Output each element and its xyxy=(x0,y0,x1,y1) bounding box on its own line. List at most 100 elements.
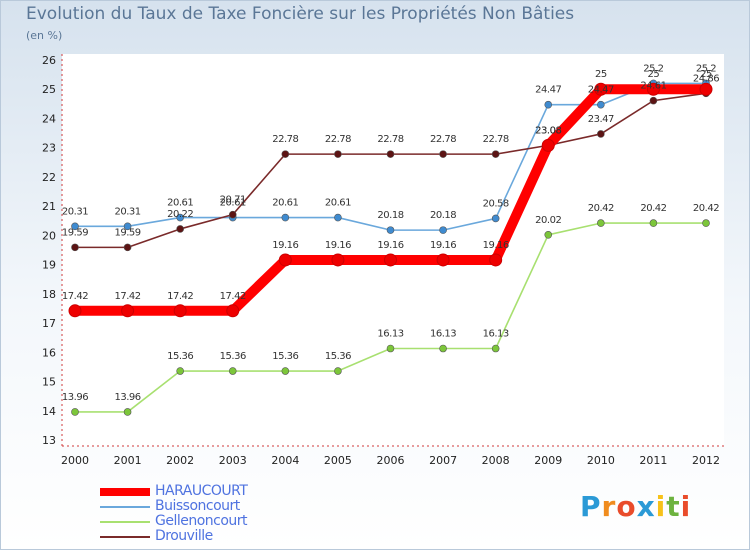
logo-letter: i xyxy=(655,490,667,523)
data-point xyxy=(173,304,187,318)
data-label: 19.16 xyxy=(377,240,403,251)
data-point xyxy=(331,253,345,267)
series-lines xyxy=(68,79,713,416)
data-label: 25 xyxy=(700,69,712,80)
data-label: 19.59 xyxy=(115,227,141,238)
data-label: 25.2 xyxy=(643,63,663,74)
plot-area xyxy=(62,54,724,446)
data-point xyxy=(544,231,553,239)
data-label: 20.22 xyxy=(167,209,193,220)
data-label: 13.96 xyxy=(62,392,88,403)
data-label: 17.42 xyxy=(115,291,141,302)
data-label: 23.08 xyxy=(535,125,561,136)
data-label: 16.13 xyxy=(377,329,403,340)
y-tick-label: 25 xyxy=(42,83,56,96)
data-point xyxy=(334,367,342,375)
data-label: 20.71 xyxy=(220,195,246,206)
data-label: 17.42 xyxy=(62,291,88,302)
data-point xyxy=(386,226,395,234)
data-point xyxy=(71,243,79,252)
data-point xyxy=(597,219,605,227)
y-tick-label: 15 xyxy=(42,376,56,389)
data-label: 20.58 xyxy=(483,198,509,209)
data-label: 16.13 xyxy=(430,329,456,340)
data-point xyxy=(439,226,447,234)
data-label: 20.18 xyxy=(430,210,456,221)
data-point xyxy=(699,82,713,96)
data-point xyxy=(226,304,240,318)
data-label: 24.47 xyxy=(535,85,561,96)
data-point xyxy=(386,344,395,353)
data-label: 22.78 xyxy=(325,134,351,145)
legend-label: Gellenoncourt xyxy=(155,513,248,529)
y-tick-label: 22 xyxy=(42,171,56,184)
data-label: 17.42 xyxy=(167,291,193,302)
chart-axes: 13 14 15 16 17 18 19 20 21 22 23 24 25 26 2000 2001 2002… xyxy=(42,54,724,467)
logo-letter: P xyxy=(580,490,602,523)
legend-swatch xyxy=(100,506,150,508)
x-tick-label: 2006 xyxy=(377,454,405,467)
x-tick-label: 2004 xyxy=(271,454,299,467)
y-tick-label: 19 xyxy=(42,259,56,272)
data-point xyxy=(278,253,292,267)
data-point xyxy=(439,150,447,158)
data-point xyxy=(646,82,660,96)
legend-label: HARAUCOURT xyxy=(155,483,248,499)
proxiti-logo: Proxiti xyxy=(580,490,691,523)
logo-letter: r xyxy=(601,490,617,523)
data-label: 20.61 xyxy=(220,198,246,209)
x-tick-label: 2002 xyxy=(166,454,194,467)
data-label: 19.16 xyxy=(430,240,456,251)
data-label: 24.61 xyxy=(640,81,666,92)
data-label: 15.36 xyxy=(325,351,351,362)
data-label: 20.31 xyxy=(115,206,141,217)
data-point xyxy=(71,222,79,231)
logo-letter: x xyxy=(636,490,656,523)
x-tick-label: 2003 xyxy=(219,454,247,467)
data-label: 16.13 xyxy=(483,329,509,340)
x-tick-label: 2011 xyxy=(639,454,667,467)
data-label: 15.36 xyxy=(272,351,298,362)
logo-letter: t xyxy=(666,490,681,523)
data-labels: 17.42 17.42 17.42 17.42 19.16 19.16 19.16 19.16… xyxy=(62,63,720,403)
data-label: 15.36 xyxy=(167,351,193,362)
chart-unit-label: (en %) xyxy=(26,29,63,42)
logo-letter: i xyxy=(680,490,692,523)
y-tick-label: 17 xyxy=(42,317,56,330)
data-label: 22.78 xyxy=(272,134,298,145)
data-label: 19.59 xyxy=(62,227,88,238)
data-label: 24.86 xyxy=(693,73,719,84)
data-point xyxy=(702,219,710,227)
data-point xyxy=(491,344,500,353)
data-point xyxy=(68,304,82,318)
legend-label: Buissoncourt xyxy=(155,498,240,514)
data-label: 25 xyxy=(595,69,607,80)
data-label: 20.42 xyxy=(588,203,614,214)
legend-label: Drouville xyxy=(155,528,213,544)
x-tick-label: 2001 xyxy=(114,454,142,467)
x-tick-label: 2008 xyxy=(482,454,510,467)
data-point xyxy=(649,219,658,227)
data-point xyxy=(384,253,397,267)
data-point xyxy=(71,408,79,416)
data-point xyxy=(544,100,553,109)
data-label: 24.47 xyxy=(588,85,614,96)
data-point xyxy=(228,367,237,375)
y-tick-label: 24 xyxy=(42,112,56,125)
legend-swatch xyxy=(100,536,150,538)
data-point xyxy=(439,344,447,353)
data-label: 15.36 xyxy=(220,351,246,362)
data-label: 19.16 xyxy=(272,240,298,251)
data-label: 19.16 xyxy=(483,240,509,251)
data-point xyxy=(594,82,608,96)
data-label: 13.96 xyxy=(115,392,141,403)
y-tick-label: 13 xyxy=(42,434,56,447)
data-point xyxy=(176,367,184,375)
data-label: 20.02 xyxy=(535,215,561,226)
data-label: 20.61 xyxy=(272,198,298,209)
data-point xyxy=(597,100,605,109)
data-point xyxy=(228,210,237,219)
y-tick-label: 23 xyxy=(42,142,56,155)
data-point xyxy=(597,130,605,138)
